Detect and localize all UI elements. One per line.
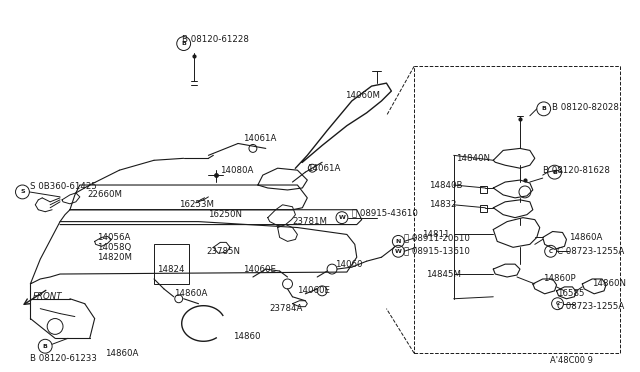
Text: W: W xyxy=(395,249,402,254)
Text: B: B xyxy=(541,106,546,111)
Text: 14860N: 14860N xyxy=(592,279,626,288)
Text: 14080A: 14080A xyxy=(220,166,253,175)
Text: 23784A: 23784A xyxy=(269,304,303,313)
Text: 14056A: 14056A xyxy=(97,233,130,242)
Text: 14840N: 14840N xyxy=(456,154,490,163)
Text: Ⓜ 08915-43610: Ⓜ 08915-43610 xyxy=(352,208,418,217)
Text: 14860: 14860 xyxy=(233,332,260,341)
Text: 14060M: 14060M xyxy=(345,92,380,100)
Text: 14820M: 14820M xyxy=(97,253,132,262)
Text: C: C xyxy=(556,301,559,306)
Text: 14860A: 14860A xyxy=(104,349,138,357)
Text: 14060E: 14060E xyxy=(298,286,330,295)
Text: S: S xyxy=(20,189,25,195)
Text: 14060: 14060 xyxy=(335,260,362,269)
Text: 14832: 14832 xyxy=(429,200,456,209)
Text: B: B xyxy=(43,344,47,349)
Text: B 08120-61228: B 08120-61228 xyxy=(182,35,248,44)
Text: 22660M: 22660M xyxy=(88,190,123,199)
Text: 23781M: 23781M xyxy=(292,217,328,226)
Text: B 08120-81628: B 08120-81628 xyxy=(543,166,609,175)
Text: W: W xyxy=(339,215,346,220)
Text: 14860A: 14860A xyxy=(570,233,603,242)
Text: B 08120-61233: B 08120-61233 xyxy=(30,354,97,363)
Text: 14824: 14824 xyxy=(157,264,184,273)
Text: Ⓝ 08911-20610: Ⓝ 08911-20610 xyxy=(404,233,470,242)
Text: FRONT: FRONT xyxy=(33,292,62,301)
Text: S 0B360-61425: S 0B360-61425 xyxy=(30,183,97,192)
Bar xyxy=(481,186,487,193)
Text: Ⓜ 08915-13610: Ⓜ 08915-13610 xyxy=(404,247,470,256)
Text: B 08120-82028: B 08120-82028 xyxy=(552,103,618,112)
Text: C 08723-1255A: C 08723-1255A xyxy=(557,302,624,311)
Text: 14860P: 14860P xyxy=(543,275,575,283)
Text: B: B xyxy=(181,41,186,46)
Text: 14058Q: 14058Q xyxy=(97,243,131,252)
Text: 23785N: 23785N xyxy=(207,247,241,256)
Text: C 08723-1255A: C 08723-1255A xyxy=(557,247,624,256)
Text: 14061A: 14061A xyxy=(307,164,340,173)
Text: N: N xyxy=(396,239,401,244)
Text: 16585: 16585 xyxy=(557,289,584,298)
Bar xyxy=(154,244,189,284)
Bar xyxy=(481,205,487,212)
Text: 16253M: 16253M xyxy=(179,200,214,209)
Text: 14060E: 14060E xyxy=(243,264,276,273)
Text: 14061A: 14061A xyxy=(243,134,276,143)
Text: 14860A: 14860A xyxy=(174,289,207,298)
Text: 14840B: 14840B xyxy=(429,180,463,189)
Text: A'48C00 9: A'48C00 9 xyxy=(550,356,593,365)
Text: 16250N: 16250N xyxy=(209,210,243,219)
Text: B: B xyxy=(552,170,557,174)
Text: 14811: 14811 xyxy=(422,230,449,239)
Text: C: C xyxy=(548,249,552,254)
Text: 14845M: 14845M xyxy=(426,270,461,279)
